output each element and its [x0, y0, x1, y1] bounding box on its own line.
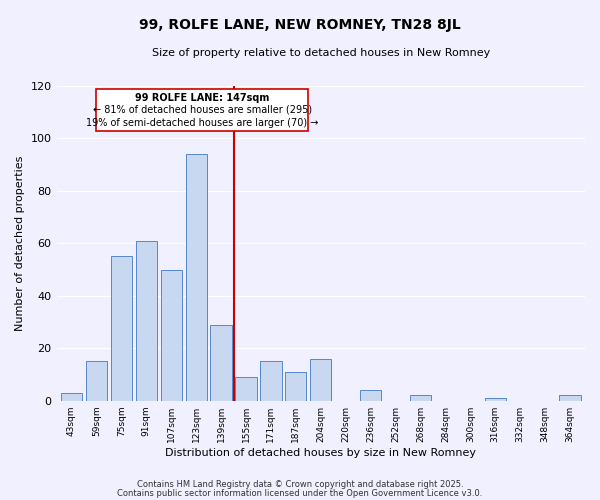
Bar	[86, 362, 107, 401]
Y-axis label: Number of detached properties: Number of detached properties	[15, 156, 25, 331]
Text: 99, ROLFE LANE, NEW ROMNEY, TN28 8JL: 99, ROLFE LANE, NEW ROMNEY, TN28 8JL	[139, 18, 461, 32]
Bar	[161, 270, 182, 400]
Bar	[185, 154, 207, 400]
Bar	[211, 324, 232, 400]
Bar	[310, 359, 331, 401]
Text: Contains public sector information licensed under the Open Government Licence v3: Contains public sector information licen…	[118, 489, 482, 498]
Bar	[285, 372, 307, 400]
Bar	[61, 393, 82, 400]
Bar	[136, 241, 157, 400]
Bar	[260, 362, 281, 401]
Bar	[235, 377, 257, 400]
Text: ← 81% of detached houses are smaller (295): ← 81% of detached houses are smaller (29…	[93, 104, 312, 115]
FancyBboxPatch shape	[97, 88, 308, 130]
X-axis label: Distribution of detached houses by size in New Romney: Distribution of detached houses by size …	[165, 448, 476, 458]
Bar	[360, 390, 381, 400]
Title: Size of property relative to detached houses in New Romney: Size of property relative to detached ho…	[152, 48, 490, 58]
Bar	[111, 256, 132, 400]
Text: 99 ROLFE LANE: 147sqm: 99 ROLFE LANE: 147sqm	[135, 92, 269, 102]
Bar	[410, 396, 431, 400]
Bar	[485, 398, 506, 400]
Text: 19% of semi-detached houses are larger (70) →: 19% of semi-detached houses are larger (…	[86, 118, 319, 128]
Text: Contains HM Land Registry data © Crown copyright and database right 2025.: Contains HM Land Registry data © Crown c…	[137, 480, 463, 489]
Bar	[559, 396, 581, 400]
